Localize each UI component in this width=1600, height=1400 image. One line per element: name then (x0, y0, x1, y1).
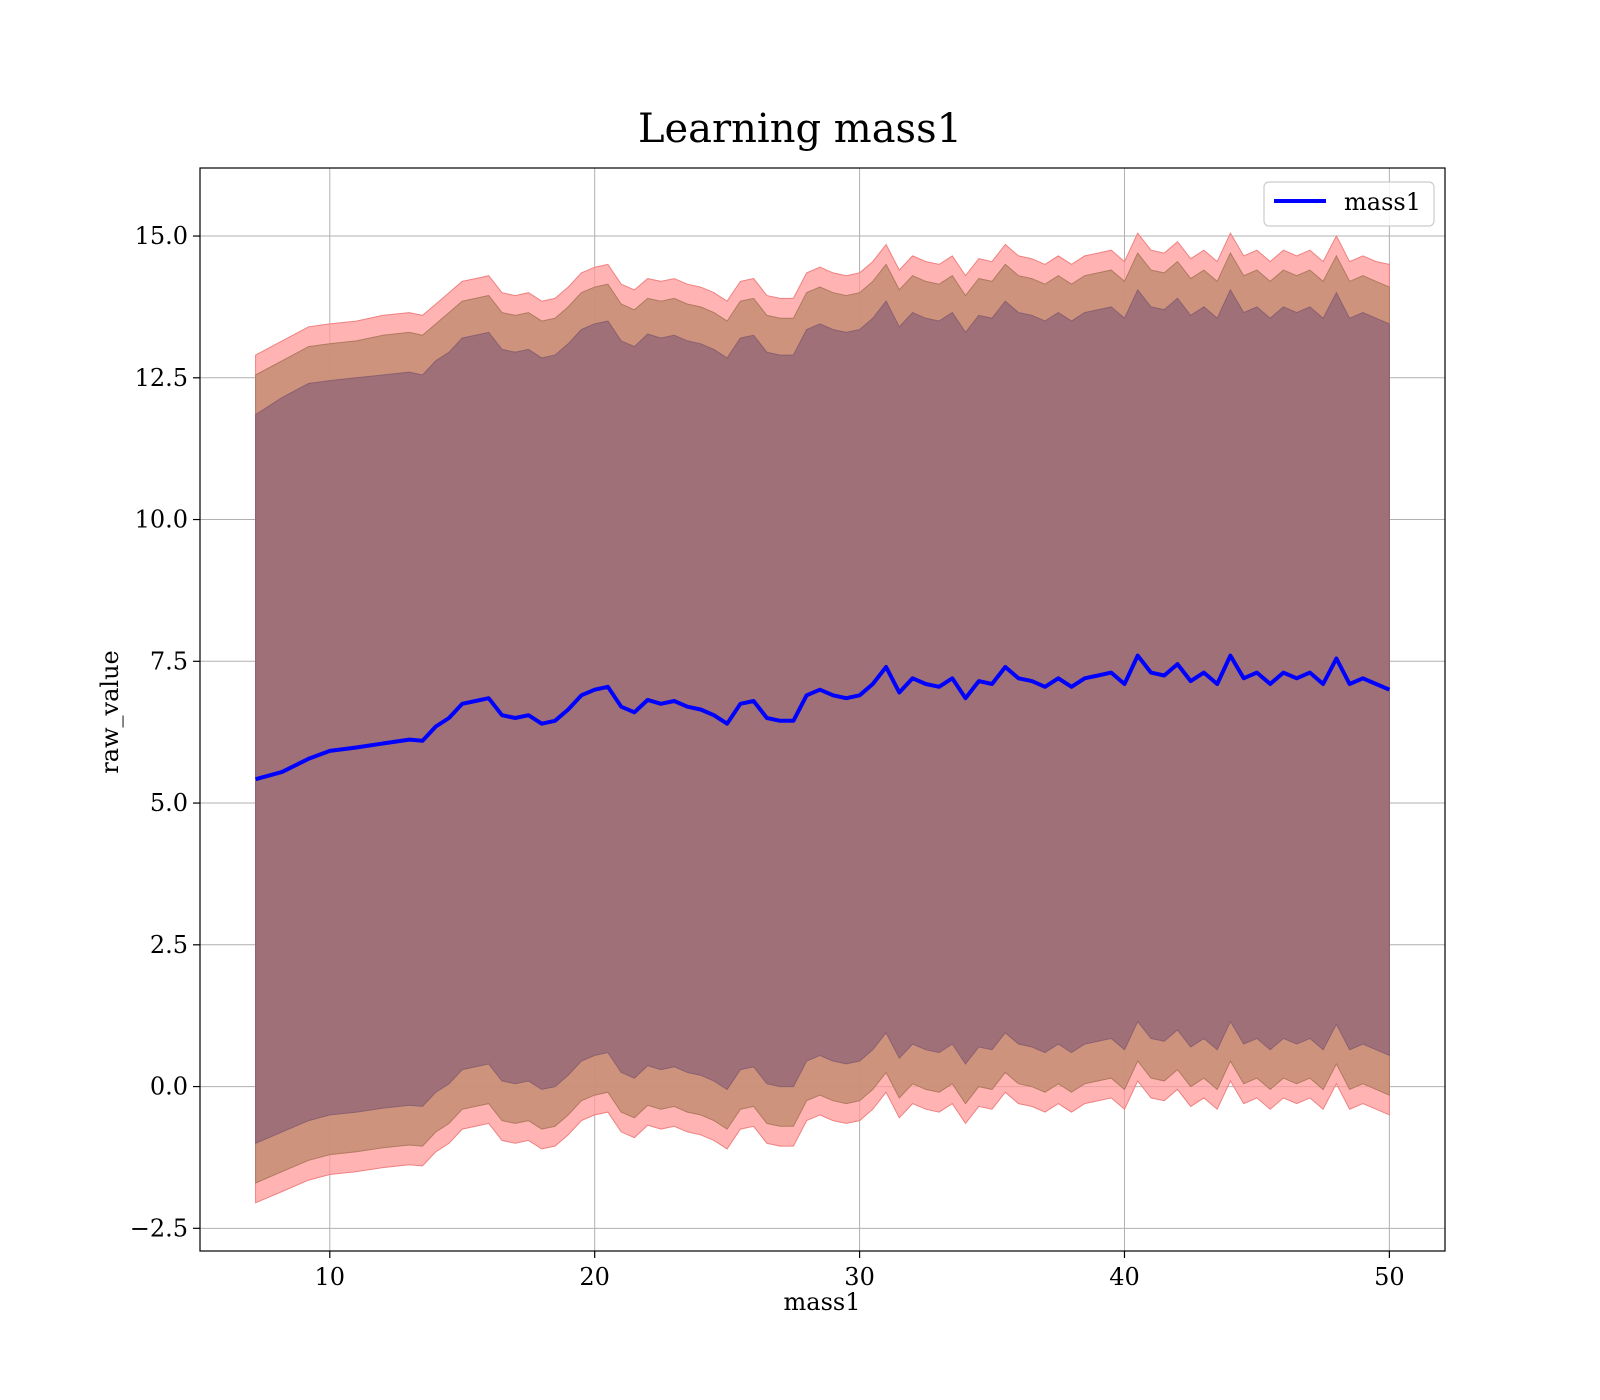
x-axis-label: mass1 (784, 1288, 861, 1316)
y-tick-label: 0.0 (150, 1073, 188, 1101)
y-tick-label: 10.0 (135, 506, 188, 534)
x-tick-label: 30 (844, 1263, 875, 1291)
mean-line-mass1 (255, 653, 1391, 782)
y-axis-ticks: −2.5 0.0 2.5 5.0 7.5 10.0 12.5 15.0 (130, 222, 200, 1242)
y-tick-label: 12.5 (135, 364, 188, 392)
x-axis-ticks: 10 20 30 40 50 (315, 1251, 1405, 1291)
legend-label-mass1: mass1 (1344, 188, 1421, 216)
y-tick-label: 15.0 (135, 222, 188, 250)
x-tick-label: 40 (1109, 1263, 1140, 1291)
legend-box (1263, 181, 1435, 227)
mean-line-layer (255, 653, 1391, 782)
x-tick-label: 10 (315, 1263, 346, 1291)
plot-frame (199, 167, 1446, 1252)
x-tick-label: 20 (579, 1263, 610, 1291)
inner-band (255, 288, 1390, 1145)
y-tick-label: 7.5 (150, 647, 188, 675)
x-tick-label: 50 (1374, 1263, 1405, 1291)
y-tick-label: 2.5 (150, 931, 188, 959)
y-tick-label: 5.0 (150, 789, 188, 817)
legend: mass1 (1263, 181, 1435, 227)
plot-area (200, 168, 1445, 1251)
y-tick-label: −2.5 (130, 1214, 188, 1242)
uncertainty-bands (255, 232, 1390, 1204)
chart-title: Learning mass1 (638, 106, 962, 152)
y-axis-label: raw_value (96, 650, 124, 774)
